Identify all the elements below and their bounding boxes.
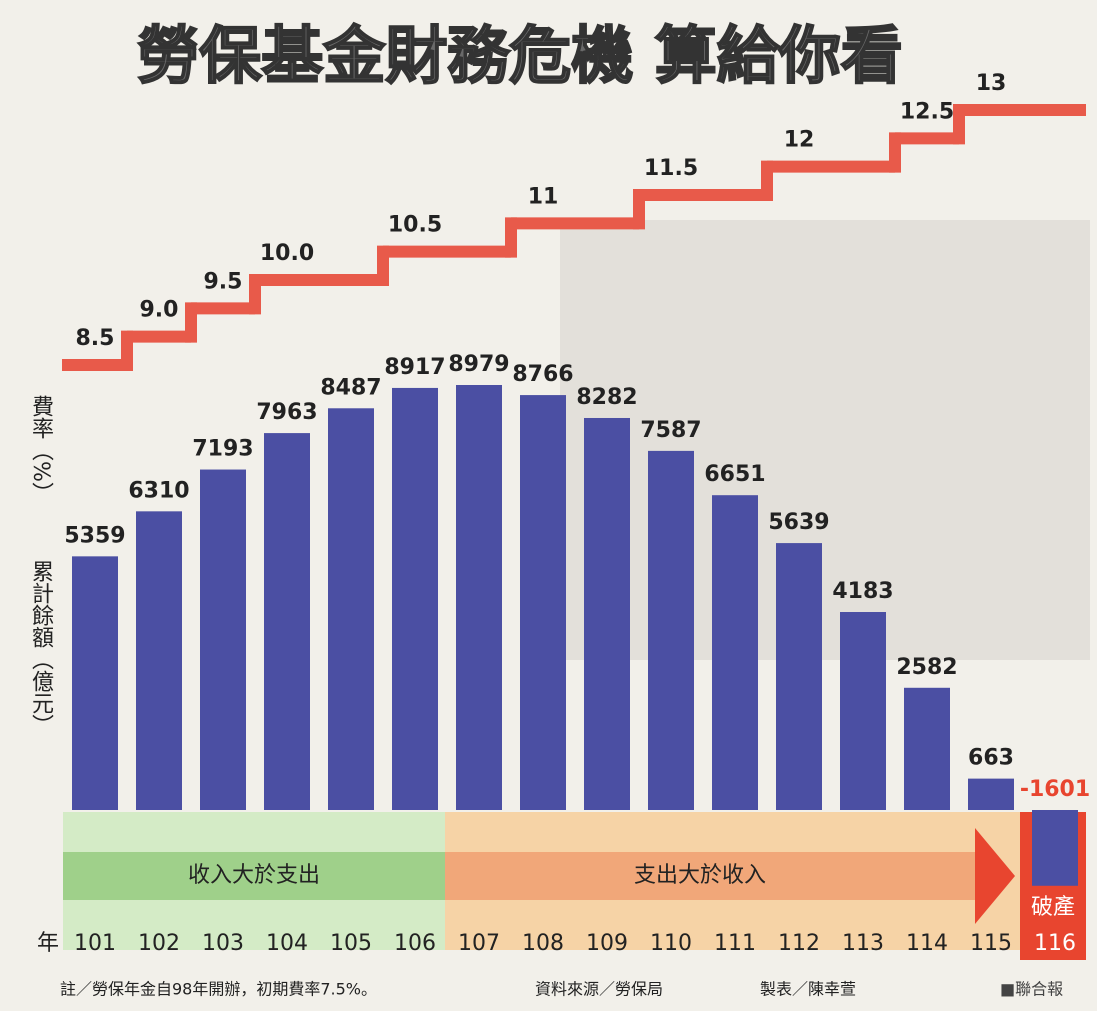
rate-label: 9.0 xyxy=(140,298,179,323)
bar xyxy=(968,779,1014,810)
bar-value-label: 4183 xyxy=(832,579,893,604)
bar xyxy=(264,433,310,810)
chart-title: 勞保基金財務危機 算給你看 xyxy=(137,19,903,92)
x-tick-label: 104 xyxy=(266,931,308,956)
bar-value-label: 2582 xyxy=(896,655,957,680)
bar-value-label: 8979 xyxy=(448,352,509,377)
phase-label: 收入大於支出 xyxy=(188,863,320,888)
note: 資料來源／勞保局 xyxy=(535,980,663,999)
bar-value-label: 663 xyxy=(968,746,1014,771)
bar xyxy=(200,470,246,810)
bar-value-label: 8282 xyxy=(576,385,637,410)
x-tick-label: 115 xyxy=(970,931,1012,956)
x-tick-label: 112 xyxy=(778,931,820,956)
note: 製表／陳幸萱 xyxy=(760,980,856,999)
bar-value-label: 6310 xyxy=(128,478,189,503)
x-tick-label: 101 xyxy=(74,931,116,956)
bar-value-label: 5359 xyxy=(64,523,125,548)
bar xyxy=(840,612,886,810)
x-tick-label: 114 xyxy=(906,931,948,956)
rate-axis-label: 費率（%） xyxy=(28,395,54,504)
bar xyxy=(136,511,182,810)
bar xyxy=(712,495,758,810)
rate-label: 10.5 xyxy=(388,213,442,238)
bar-value-label: 5639 xyxy=(768,510,829,535)
bar xyxy=(392,388,438,810)
bar xyxy=(648,451,694,810)
year-label: 年 xyxy=(37,931,59,956)
x-tick-label: 105 xyxy=(330,931,372,956)
x-tick-label: 102 xyxy=(138,931,180,956)
rate-label: 11.5 xyxy=(644,156,698,181)
x-tick-label: 113 xyxy=(842,931,884,956)
rate-label: 10.0 xyxy=(260,241,314,266)
rate-label: 13 xyxy=(976,71,1007,96)
rate-label: 8.5 xyxy=(76,326,115,351)
bar-value-label: 7963 xyxy=(256,400,317,425)
x-tick-label: 116 xyxy=(1034,931,1076,956)
rate-label: 11 xyxy=(528,184,559,209)
bar xyxy=(904,688,950,810)
bar-value-label: 6651 xyxy=(704,462,765,487)
rate-label: 12.5 xyxy=(900,99,954,124)
x-tick-label: 107 xyxy=(458,931,500,956)
balance-axis-label: 累計餘額（億元） xyxy=(28,560,54,736)
x-tick-label: 111 xyxy=(714,931,756,956)
phase-label: 破產 xyxy=(1031,895,1075,920)
bar-value-label: 8917 xyxy=(384,355,445,380)
x-tick-label: 110 xyxy=(650,931,692,956)
rate-label: 9.5 xyxy=(204,269,243,294)
bar xyxy=(72,556,118,810)
bar xyxy=(1032,810,1078,886)
note: ■聯合報 xyxy=(1000,980,1063,999)
note: 註／勞保年金自98年開辦，初期費率7.5%。 xyxy=(60,980,377,999)
bar-value-label: 7587 xyxy=(640,418,701,443)
bar xyxy=(328,408,374,810)
bar xyxy=(776,543,822,810)
chart: 勞保基金財務危機 算給你看 費率（%） 累計餘額（億元） 收入大於支出 支出大於… xyxy=(0,0,1097,1007)
bar xyxy=(520,395,566,810)
phase-label: 支出大於收入 xyxy=(634,863,766,888)
bar-value-label: 7193 xyxy=(192,437,253,462)
x-tick-label: 103 xyxy=(202,931,244,956)
bar xyxy=(584,418,630,810)
bar-value-label: -1601 xyxy=(1020,777,1090,802)
x-tick-label: 109 xyxy=(586,931,628,956)
bar-value-label: 8766 xyxy=(512,362,573,387)
x-tick-label: 108 xyxy=(522,931,564,956)
x-tick-label: 106 xyxy=(394,931,436,956)
bar-value-label: 8487 xyxy=(320,375,381,400)
bar xyxy=(456,385,502,810)
rate-label: 12 xyxy=(784,128,815,153)
